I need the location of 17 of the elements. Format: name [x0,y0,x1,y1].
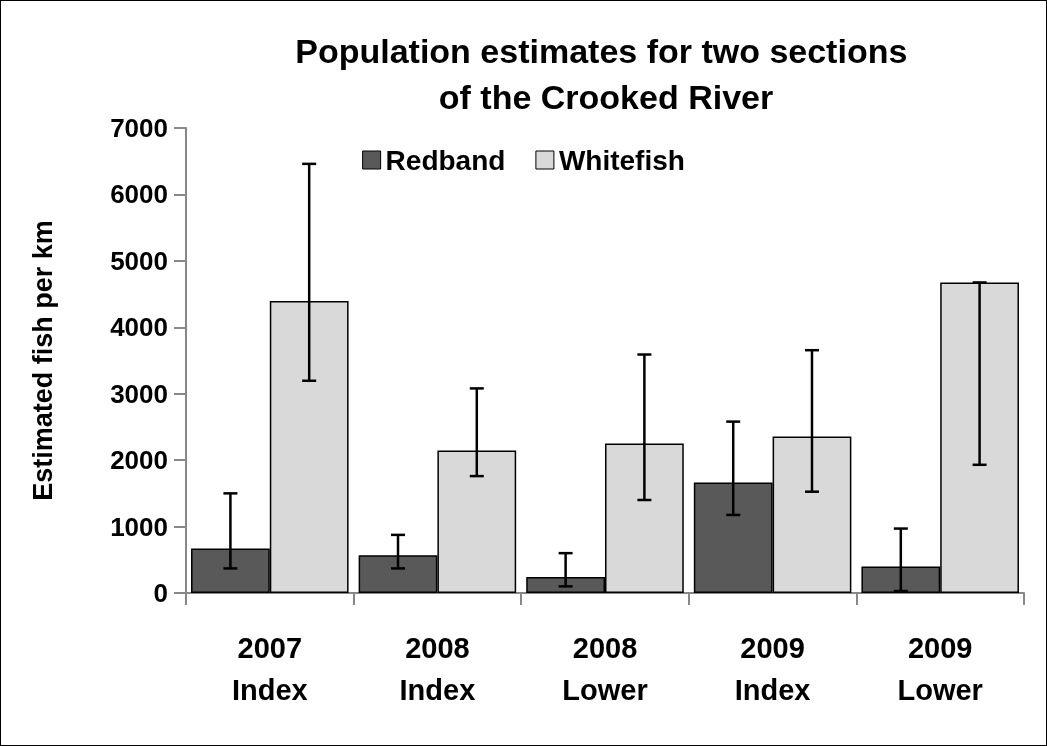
legend-label: Whitefish [558,144,685,176]
y-tick-label: 2000 [110,445,168,476]
y-tick-label: 0 [153,578,168,608]
y-tick-label: 5000 [110,245,168,276]
legend-label: Redband [385,144,506,176]
x-tick-label: 2008 Lower [562,632,648,706]
y-tick-label: 6000 [110,179,168,210]
y-tick-label: 3000 [110,378,168,409]
y-tick-label: 7000 [110,113,168,143]
y-tick-label: 4000 [110,312,168,343]
x-tick-label: 2008 Index [399,632,476,706]
chart-title: Population estimates for two sections of the Crooked River [295,32,917,116]
x-tick-label: 2007 Index [231,632,308,706]
y-axis-title: Estimated fish per km [27,220,58,501]
x-tick-label: 2009 Index [734,632,811,706]
x-tick-label: 2009 Lower [897,632,983,706]
y-tick-label: 1000 [110,511,168,542]
